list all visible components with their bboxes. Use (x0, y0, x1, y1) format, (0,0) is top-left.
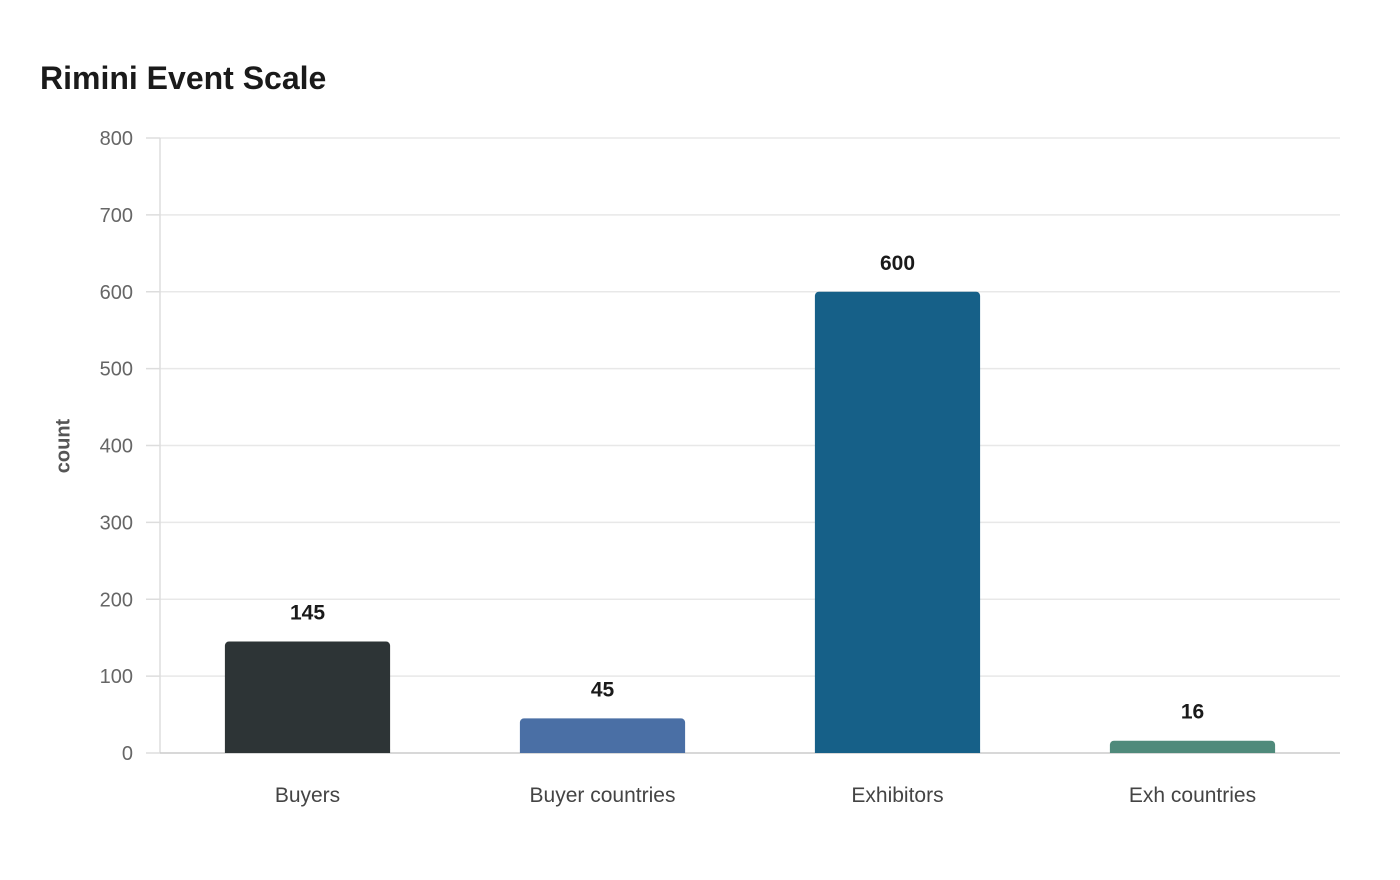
y-tick-label: 800 (100, 128, 133, 150)
x-tick-label: Buyer countries (530, 784, 676, 807)
y-tick-label: 0 (122, 743, 133, 765)
y-tick-label: 500 (100, 359, 133, 381)
gridlines (160, 137, 1340, 677)
data-labels: 145 45 600 16 (290, 252, 1204, 724)
x-tick-label: Exh countries (1129, 784, 1256, 807)
y-tick-label: 300 (100, 512, 133, 534)
axes: 0 100 200 300 400 500 600 700 800 Buyers Buyer cou… (100, 128, 1340, 807)
bar-buyers (224, 641, 391, 753)
x-tick-label: Exhibitors (851, 784, 943, 807)
y-tick-label: 100 (100, 666, 133, 688)
data-label: 16 (1181, 701, 1204, 724)
data-label: 145 (290, 602, 325, 625)
bars (224, 291, 1276, 753)
bar-buyer-countries (519, 718, 686, 753)
y-tick-label: 400 (100, 436, 133, 458)
y-tick-label: 200 (100, 589, 133, 611)
bar-base (519, 749, 686, 753)
x-tick-label: Buyers (275, 784, 340, 807)
y-tick-label: 600 (100, 282, 133, 304)
bar-base (224, 749, 391, 753)
chart-title: Rimini Event Scale (40, 60, 327, 96)
y-tick-label: 700 (100, 205, 133, 227)
data-label: 45 (591, 678, 615, 701)
data-label: 600 (880, 252, 915, 275)
bar-base (1109, 749, 1276, 753)
bar-base (814, 749, 981, 753)
bar-exhibitors (814, 291, 981, 753)
